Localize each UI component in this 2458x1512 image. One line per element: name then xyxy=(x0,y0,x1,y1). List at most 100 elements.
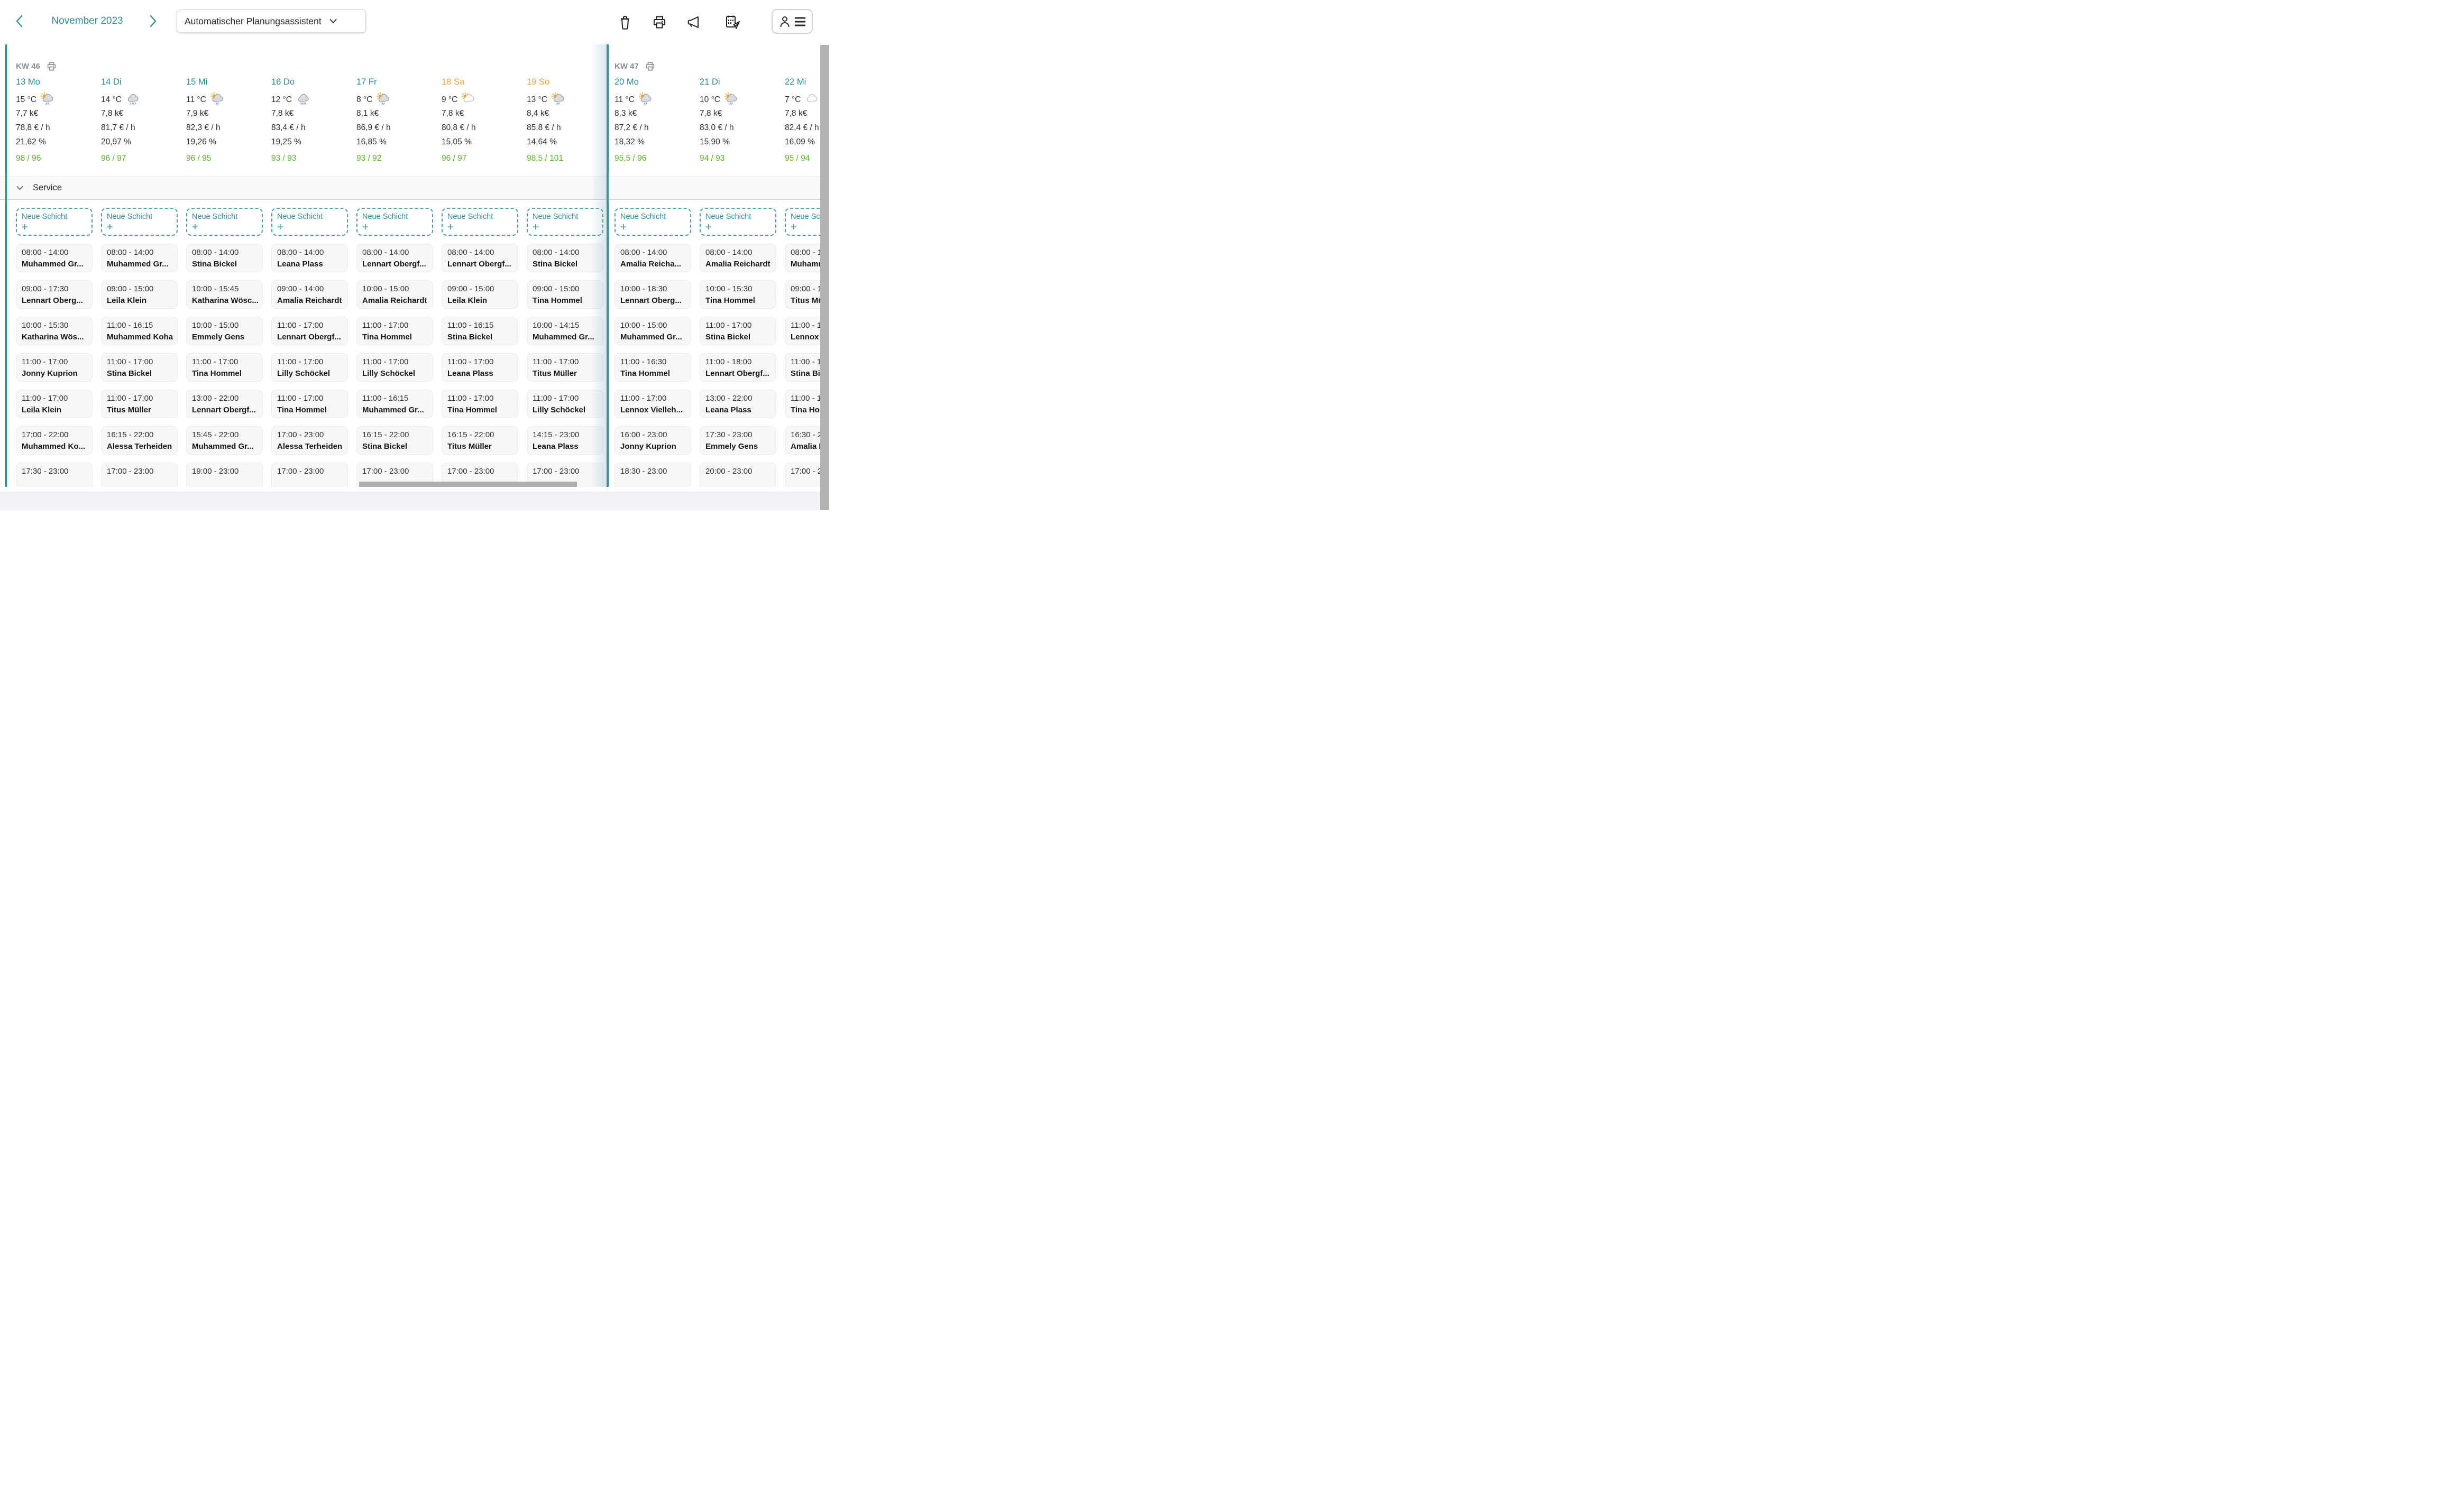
service-section-header[interactable]: Service xyxy=(0,176,829,200)
shift-card[interactable]: 08:00 - 14:00 Stina Bickel xyxy=(186,244,263,272)
next-month-button[interactable] xyxy=(144,13,162,31)
shift-card[interactable]: 13:00 - 22:00 Lennart Obergf... xyxy=(186,390,263,418)
shift-card[interactable]: 11:00 - 17:00 Tina Hommel xyxy=(356,317,433,345)
shift-card[interactable]: 11:00 - 1 Tina Hon xyxy=(785,390,829,418)
shift-card[interactable]: 10:00 - 15:30 Tina Hommel xyxy=(700,280,776,309)
shift-card[interactable]: 11:00 - 17:00 Lilly Schöckel xyxy=(527,390,603,418)
shift-card[interactable]: 16:15 - 22:00 Stina Bickel xyxy=(356,426,433,455)
new-shift-button[interactable]: Neue Schicht+ xyxy=(527,208,603,236)
shift-card[interactable]: 14:15 - 23:00 Leana Plass xyxy=(527,426,603,455)
new-shift-button[interactable]: Neue Schicht+ xyxy=(442,208,518,236)
print-button[interactable] xyxy=(649,12,670,33)
shift-card[interactable]: 11:00 - 17:00 Jonny Kuprion xyxy=(16,353,93,382)
shift-card[interactable]: 11:00 - 17:00 Lilly Schöckel xyxy=(271,353,348,382)
shift-card[interactable]: 11:00 - 17:00 Stina Bickel xyxy=(101,353,178,382)
shift-card[interactable]: 08:00 - 14:00 Lennart Obergf... xyxy=(356,244,433,272)
printer-icon[interactable] xyxy=(645,61,655,71)
delete-button[interactable] xyxy=(614,12,636,33)
day-label[interactable]: 19 So xyxy=(527,77,550,87)
day-label[interactable]: 17 Fr xyxy=(356,77,377,87)
shift-card[interactable]: 17:00 - 23:00 xyxy=(271,463,348,487)
new-shift-button[interactable]: Neue Schicht+ xyxy=(700,208,776,236)
new-shift-button[interactable]: Neue Schicht+ xyxy=(271,208,348,236)
shift-card[interactable]: 17:30 - 23:00 xyxy=(16,463,93,487)
revenue-value: 7,9 k€ xyxy=(186,109,209,118)
day-label[interactable]: 16 Do xyxy=(271,77,295,87)
shift-card[interactable]: 08:00 - 14:00 Muhammed Gr... xyxy=(101,244,178,272)
shift-card[interactable]: 10:00 - 18:30 Lennart Oberg... xyxy=(614,280,691,309)
shift-card[interactable]: 15:45 - 22:00 Muhammed Gr... xyxy=(186,426,263,455)
printer-icon[interactable] xyxy=(47,61,57,71)
shift-card[interactable]: 20:00 - 23:00 xyxy=(700,463,776,487)
day-label[interactable]: 18 Sa xyxy=(442,77,465,87)
day-label[interactable]: 13 Mo xyxy=(16,77,40,87)
shift-card[interactable]: 11:00 - 18:00 Lennart Obergf... xyxy=(700,353,776,382)
shift-card[interactable]: 11:00 - 17:00 Leila Klein xyxy=(16,390,93,418)
new-shift-label: Neue Schicht xyxy=(447,213,493,221)
shift-card[interactable]: 11:00 - 17:00 Tina Hommel xyxy=(442,390,518,418)
shift-card[interactable]: 18:30 - 23:00 xyxy=(614,463,691,487)
shift-card[interactable]: 11:00 - 17:00 Lilly Schöckel xyxy=(356,353,433,382)
new-shift-button[interactable]: Neue Schicht+ xyxy=(614,208,691,236)
shift-card[interactable]: 08:00 - 14:00 Amalia Reichardt xyxy=(700,244,776,272)
shift-card[interactable]: 11:00 - 16:30 Tina Hommel xyxy=(614,353,691,382)
day-label[interactable]: 21 Di xyxy=(700,77,720,87)
shift-card[interactable]: 08:00 - 14:00 Muhammed Gr... xyxy=(16,244,93,272)
shift-card[interactable]: 09:00 - 15:00 Tina Hommel xyxy=(527,280,603,309)
shift-card[interactable]: 11:00 - 16:15 Stina Bickel xyxy=(442,317,518,345)
shift-card[interactable]: 16:15 - 22:00 Alessa Terheiden xyxy=(101,426,178,455)
new-shift-button[interactable]: Neue Schicht+ xyxy=(101,208,178,236)
shift-card[interactable]: 09:00 - 15:00 Leila Klein xyxy=(101,280,178,309)
shift-card[interactable]: 10:00 - 14:15 Muhammed Gr... xyxy=(527,317,603,345)
shift-card[interactable]: 10:00 - 15:00 Emmely Gens xyxy=(186,317,263,345)
shift-card[interactable]: 11:00 - 17:00 Leana Plass xyxy=(442,353,518,382)
shift-card[interactable]: 08:00 - 1 Muhamm xyxy=(785,244,829,272)
shift-card[interactable]: 17:00 - 23:00 Alessa Terheiden xyxy=(271,426,348,455)
shift-card[interactable]: 13:00 - 22:00 Leana Plass xyxy=(700,390,776,418)
new-shift-button[interactable]: Neue Schicht+ xyxy=(356,208,433,236)
shift-card[interactable]: 08:00 - 14:00 Amalia Reicha... xyxy=(614,244,691,272)
shift-card[interactable]: 11:00 - 17:00 Titus Müller xyxy=(527,353,603,382)
shift-card[interactable]: 16:15 - 22:00 Titus Müller xyxy=(442,426,518,455)
new-shift-button[interactable]: Neue Schicht+ xyxy=(16,208,93,236)
shift-card[interactable]: 19:00 - 23:00 xyxy=(186,463,263,487)
announcement-button[interactable] xyxy=(683,12,704,33)
shift-card[interactable]: 09:00 - 15:00 Leila Klein xyxy=(442,280,518,309)
previous-month-button[interactable] xyxy=(11,13,29,31)
shift-card[interactable]: 11:00 - 17:00 Tina Hommel xyxy=(186,353,263,382)
shift-card[interactable]: 17:00 - 23:00 xyxy=(101,463,178,487)
shift-card[interactable]: 09:00 - 17:30 Lennart Oberg... xyxy=(16,280,93,309)
shift-employee-name: Tina Hommel xyxy=(277,405,327,414)
shift-card[interactable]: 10:00 - 15:00 Muhammed Gr... xyxy=(614,317,691,345)
shift-card[interactable]: 11:00 - 16:15 Muhammed Gr... xyxy=(356,390,433,418)
shift-card[interactable]: 11:00 - 16:15 Muhammed Koha xyxy=(101,317,178,345)
shift-card[interactable]: 08:00 - 14:00 Lennart Obergf... xyxy=(442,244,518,272)
shift-card[interactable]: 10:00 - 15:00 Amalia Reichardt xyxy=(356,280,433,309)
shift-card[interactable]: 17:00 - 22:00 Muhammed Ko... xyxy=(16,426,93,455)
shift-card[interactable]: 11:00 - 17:00 Lennox Vielleh... xyxy=(614,390,691,418)
day-label[interactable]: 15 Mi xyxy=(186,77,208,87)
shift-card[interactable]: 11:00 - 17:00 Titus Müller xyxy=(101,390,178,418)
planning-assistant-dropdown[interactable]: Automatischer Planungsassistent xyxy=(177,10,366,33)
month-label[interactable]: November 2023 xyxy=(51,15,123,26)
chevron-down-icon[interactable] xyxy=(16,184,24,192)
day-label[interactable]: 20 Mo xyxy=(614,77,639,87)
shift-card[interactable]: 11:00 - 17:00 Tina Hommel xyxy=(271,390,348,418)
shift-card[interactable]: 17:30 - 23:00 Emmely Gens xyxy=(700,426,776,455)
new-shift-button[interactable]: Neue Schicht+ xyxy=(186,208,263,236)
shift-card[interactable]: 16:00 - 23:00 Jonny Kuprion xyxy=(614,426,691,455)
shift-employee-name: Amalia Reicha... xyxy=(620,260,682,269)
shift-card[interactable]: 08:00 - 14:00 Stina Bickel xyxy=(527,244,603,272)
publish-schedule-button[interactable] xyxy=(722,12,744,33)
shift-card[interactable]: 09:00 - 14:00 Amalia Reichardt xyxy=(271,280,348,309)
shift-card[interactable]: 08:00 - 14:00 Leana Plass xyxy=(271,244,348,272)
horizontal-scrollbar-thumb[interactable] xyxy=(359,482,577,487)
view-toggle-button[interactable] xyxy=(772,9,813,34)
vertical-scrollbar[interactable] xyxy=(820,45,829,510)
day-label[interactable]: 22 Mi xyxy=(785,77,806,87)
shift-card[interactable]: 10:00 - 15:30 Katharina Wös... xyxy=(16,317,93,345)
shift-card[interactable]: 10:00 - 15:45 Katharina Wösc... xyxy=(186,280,263,309)
shift-card[interactable]: 11:00 - 17:00 Stina Bickel xyxy=(700,317,776,345)
shift-card[interactable]: 11:00 - 17:00 Lennart Obergf... xyxy=(271,317,348,345)
day-label[interactable]: 14 Di xyxy=(101,77,122,87)
